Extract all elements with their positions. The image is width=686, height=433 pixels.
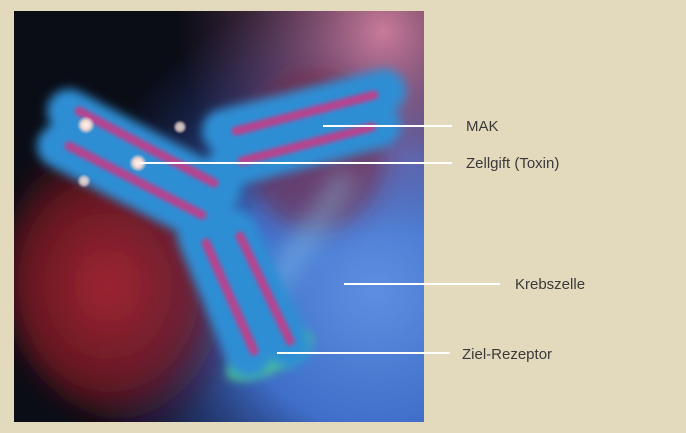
toxin-particle: [77, 174, 91, 188]
label-target-receptor: Ziel-Rezeptor: [462, 346, 553, 363]
label-antibody: MAK: [466, 118, 499, 135]
toxin-particle: [129, 154, 147, 172]
label-toxin: Zellgift (Toxin): [466, 155, 560, 172]
label-cancer-cell: Krebszelle: [515, 276, 586, 293]
toxin-particle: [173, 120, 187, 134]
toxin-particle: [77, 116, 95, 134]
antibody-illustration: [14, 11, 424, 422]
